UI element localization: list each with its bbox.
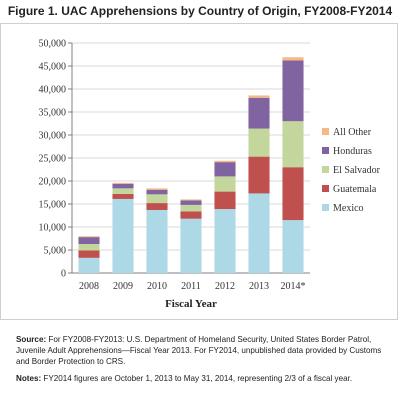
bar-segment (282, 60, 304, 122)
bar-segment (112, 182, 134, 184)
bar-segment (146, 194, 168, 204)
bar-segment (214, 160, 236, 163)
bar-segment (214, 176, 236, 192)
bar-segment (78, 237, 100, 245)
x-tick-label: 2009 (113, 281, 133, 292)
bar-segment (282, 57, 304, 61)
bar-segment (78, 244, 100, 251)
bar-segment (112, 188, 134, 194)
legend-swatch (322, 147, 329, 154)
y-tick-label: 30,000 (39, 131, 67, 142)
bar-segment (146, 189, 168, 195)
legend-label: Honduras (333, 146, 372, 157)
legend-label: Guatemala (333, 184, 377, 195)
bar-segment (78, 250, 100, 258)
bar-segment (180, 211, 202, 219)
legend-label: All Other (333, 127, 372, 138)
legend-swatch (322, 166, 329, 173)
bar-segment (282, 121, 304, 168)
source-label: Source: (16, 335, 47, 344)
y-tick-label: 5,000 (44, 246, 67, 257)
bar-segment (146, 203, 168, 210)
x-tick-label: 2012 (215, 281, 235, 292)
bar-segment (180, 204, 202, 212)
notes-label: Notes: (16, 374, 42, 383)
chart-frame (0, 23, 398, 320)
bar-segment (78, 257, 100, 273)
y-tick-label: 50,000 (39, 39, 67, 50)
notes-text: FY2014 figures are October 1, 2013 to Ma… (41, 374, 353, 383)
bar-segment (112, 183, 134, 189)
legend-swatch (322, 128, 329, 135)
y-tick-label: 15,000 (39, 200, 67, 211)
x-tick-label: 2010 (147, 281, 167, 292)
bar-segment (282, 220, 304, 273)
x-tick-label: 2014* (281, 281, 306, 292)
y-tick-label: 10,000 (39, 223, 67, 234)
y-tick-label: 35,000 (39, 108, 67, 119)
bar-segment (214, 191, 236, 210)
y-tick-label: 20,000 (39, 177, 67, 188)
bar-segment (248, 97, 270, 129)
bar-segment (112, 193, 134, 199)
bar-segment (78, 236, 100, 238)
bar-segment (180, 199, 202, 201)
bar-segment (112, 198, 134, 273)
bar-segment (248, 128, 270, 157)
x-tick-label: 2011 (181, 281, 201, 292)
source-note: Source: For FY2008-FY2013: U.S. Departme… (16, 334, 394, 367)
bar-segment (180, 200, 202, 205)
legend-swatch (322, 185, 329, 192)
bar-segment (248, 95, 270, 98)
bar-segment (146, 188, 168, 190)
notes-note: Notes: FY2014 figures are October 1, 201… (16, 373, 394, 384)
y-tick-label: 0 (61, 269, 66, 280)
bar-segment (248, 156, 270, 194)
bar-segment (214, 162, 236, 177)
legend-swatch (322, 204, 329, 211)
y-tick-label: 45,000 (39, 62, 67, 73)
bar-segment (180, 218, 202, 273)
bar-segment (248, 193, 270, 273)
x-tick-label: 2013 (249, 281, 269, 292)
x-axis-title: Fiscal Year (165, 298, 217, 310)
figure-notes: Source: For FY2008-FY2013: U.S. Departme… (16, 334, 394, 390)
figure-title: Figure 1. UAC Apprehensions by Country o… (7, 4, 393, 18)
legend-label: El Salvador (333, 165, 381, 176)
x-tick-label: 2008 (79, 281, 99, 292)
y-tick-label: 25,000 (39, 154, 67, 165)
bar-segment (282, 167, 304, 221)
legend-label: Mexico (333, 203, 364, 214)
bar-segment (146, 209, 168, 273)
bar-segment (214, 209, 236, 273)
stacked-bar-chart: 0 5,000 10,000 15,000 20,000 25,000 30,000 35,0… (39, 39, 381, 311)
y-tick-label: 40,000 (39, 85, 67, 96)
source-text: For FY2008-FY2013: U.S. Department of Ho… (16, 335, 382, 366)
